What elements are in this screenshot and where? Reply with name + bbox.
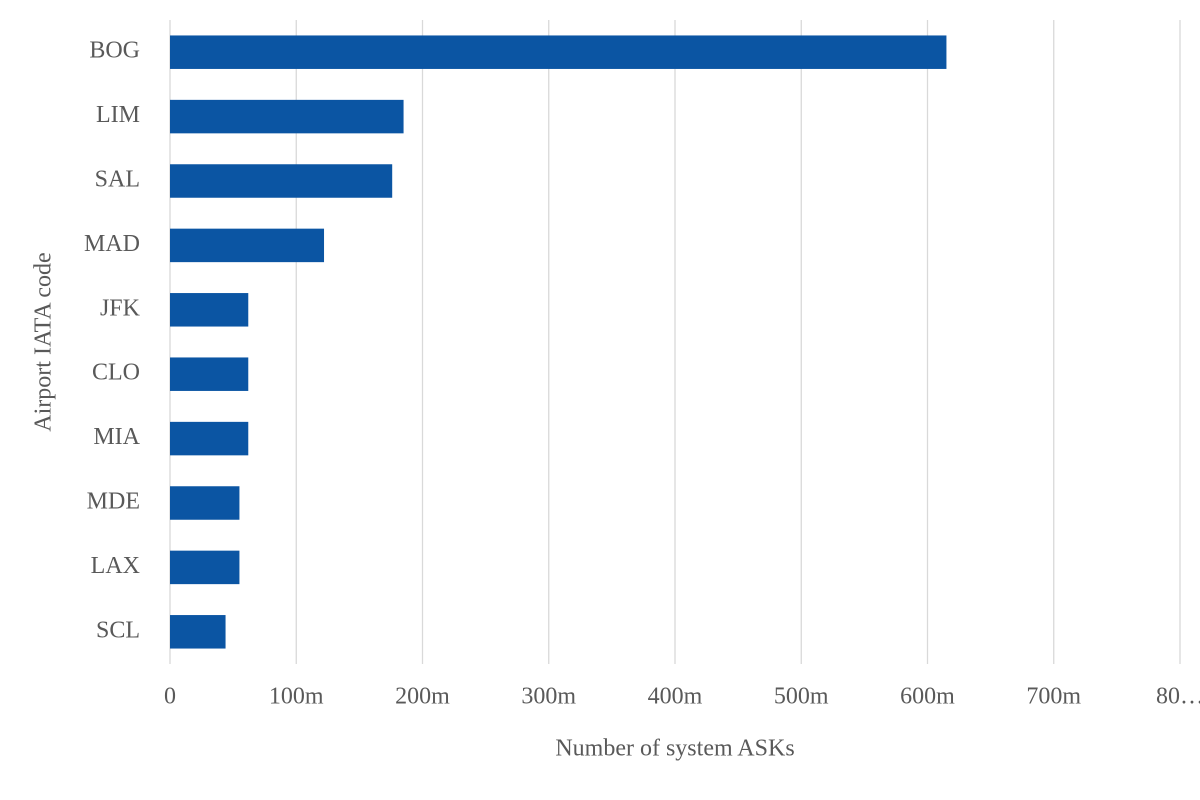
y-tick-label: LIM	[96, 102, 140, 128]
x-tick-label: 200m	[395, 684, 450, 710]
bar	[170, 615, 226, 649]
x-tick-label: 80…	[1156, 684, 1200, 710]
x-tick-label: 700m	[1026, 684, 1081, 710]
x-tick-label: 400m	[648, 684, 703, 710]
x-tick-label: 0	[164, 684, 176, 710]
y-axis-title: Airport IATA code	[31, 252, 57, 431]
bar	[170, 357, 249, 391]
y-tick-label: MIA	[93, 424, 140, 450]
y-tick-label: MDE	[87, 489, 140, 515]
y-tick-label: JFK	[100, 295, 141, 321]
y-tick-label: LAX	[91, 553, 140, 579]
bar	[170, 293, 249, 327]
y-tick-label: MAD	[84, 231, 140, 257]
bar	[170, 550, 240, 585]
bar	[170, 99, 404, 134]
bar	[170, 421, 249, 456]
y-tick-label: CLO	[92, 360, 140, 386]
y-tick-label: BOG	[89, 38, 140, 64]
y-tick-label: SCL	[96, 617, 140, 643]
x-tick-label: 600m	[900, 684, 955, 710]
bar	[170, 164, 393, 198]
bar	[170, 486, 240, 520]
bar	[170, 35, 947, 69]
x-tick-label: 300m	[521, 684, 576, 710]
bar	[170, 228, 325, 263]
x-tick-label: 500m	[774, 684, 829, 710]
x-tick-label: 100m	[269, 684, 324, 710]
x-axis-title: Number of system ASKs	[555, 736, 794, 762]
y-tick-label: SAL	[95, 167, 140, 193]
